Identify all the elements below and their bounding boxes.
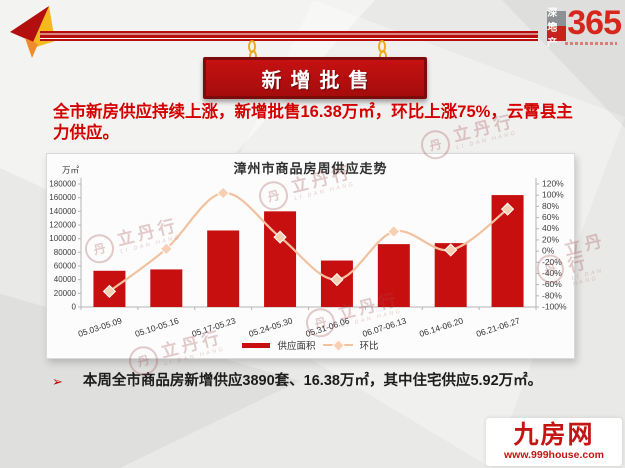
header-rule <box>40 31 538 41</box>
svg-text:-40%: -40% <box>542 268 562 278</box>
brand-logo: 深度 地产 365 <box>547 4 622 49</box>
section-banner-title: 新增批售 <box>261 69 378 92</box>
svg-text:80000: 80000 <box>54 248 77 257</box>
svg-text:40000: 40000 <box>54 275 77 284</box>
brand-tagline <box>565 42 617 45</box>
headline-text: 全市新房供应持续上涨，新增批售16.38万㎡，环比上涨75%，云霄县主力供应。 <box>53 103 573 142</box>
svg-text:-80%: -80% <box>542 290 562 300</box>
svg-text:-60%: -60% <box>542 279 562 289</box>
svg-text:06.07-06.13: 06.07-06.13 <box>361 315 408 339</box>
legend-bar-label: 供应面积 <box>277 341 316 352</box>
legend-line-swatch <box>322 339 353 352</box>
svg-text:20%: 20% <box>542 234 559 244</box>
site-name: 九房网 <box>513 422 595 449</box>
svg-text:-20%: -20% <box>542 257 562 267</box>
svg-text:60000: 60000 <box>54 262 77 271</box>
chart-legend: 供应面积 环比 <box>47 338 574 352</box>
bullet-arrow-icon: ➢ <box>52 374 63 389</box>
svg-text:0: 0 <box>72 303 77 312</box>
supply-chart-svg: 0 20000 40000 60000 80000 100000 120000 140000 1… <box>49 165 567 339</box>
svg-text:100000: 100000 <box>49 234 76 243</box>
summary-text: 本周全市商品房新增供应3890套、16.38万㎡，其中住宅供应5.92万㎡。 <box>82 373 543 389</box>
svg-text:60%: 60% <box>542 212 559 222</box>
summary-row: ➢ 本周全市商品房新增供应3890套、16.38万㎡，其中住宅供应5.92万㎡。 <box>52 372 592 391</box>
svg-text:05.24-05.30: 05.24-05.30 <box>247 315 294 339</box>
site-logo: 九房网 www.999house.com <box>486 418 622 466</box>
section-banner: 新增批售 <box>203 57 427 99</box>
svg-text:05.31-06.06: 05.31-06.06 <box>304 315 351 339</box>
svg-text:120%: 120% <box>542 179 564 189</box>
svg-text:05.03-05.09: 05.03-05.09 <box>77 315 124 339</box>
svg-text:120000: 120000 <box>49 221 76 230</box>
svg-text:06.14-06.20: 06.14-06.20 <box>418 315 465 339</box>
svg-text:05.17-05.23: 05.17-05.23 <box>191 315 238 339</box>
legend-line-label: 环比 <box>359 341 379 352</box>
svg-text:160000: 160000 <box>49 193 76 202</box>
svg-text:180000: 180000 <box>49 180 76 189</box>
svg-text:140000: 140000 <box>49 207 76 216</box>
svg-text:06.21-06.27: 06.21-06.27 <box>475 315 522 339</box>
svg-text:40%: 40% <box>542 223 559 233</box>
svg-text:100%: 100% <box>542 190 564 200</box>
site-url: www.999house.com <box>504 449 604 461</box>
brand-number: 365 <box>567 4 622 42</box>
legend-bar-swatch <box>242 342 271 348</box>
chart-title: 漳州市商品房周供应走势 <box>233 161 388 176</box>
svg-text:万㎡: 万㎡ <box>62 165 80 175</box>
svg-text:-100%: -100% <box>542 302 567 312</box>
svg-text:80%: 80% <box>542 201 559 211</box>
brand-logo-boxes: 深度 地产 <box>547 8 567 49</box>
svg-text:0%: 0% <box>542 246 555 256</box>
svg-text:05.10-05.16: 05.10-05.16 <box>134 315 181 339</box>
chart-card: 漳州市商品房周供应走势 0 20000 40000 60000 80000 100000 1… <box>46 153 575 359</box>
svg-text:20000: 20000 <box>54 289 77 298</box>
brand-word-bottom: 地产 <box>547 23 567 49</box>
